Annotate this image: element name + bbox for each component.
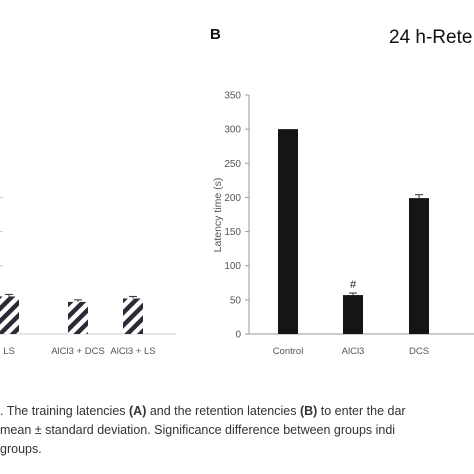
y-tick-label: 100 <box>224 261 241 272</box>
y-axis-label: Latency time (s) <box>212 178 224 253</box>
caption-line-2: mean ± standard deviation. Significance … <box>0 423 396 437</box>
caption-line-3: groups. <box>0 442 42 456</box>
significance-marker: # <box>350 279 357 291</box>
figure-caption: . The training latencies (A) and the ret… <box>0 402 474 459</box>
panel-b-title: 24 h-Rete <box>389 27 472 48</box>
x-tick-label: Control <box>273 346 304 357</box>
panel-a-bar <box>123 298 143 334</box>
panel-a-x-tick-label: LS <box>3 346 15 357</box>
y-tick-label: 150 <box>224 227 241 238</box>
y-tick-label: 0 <box>235 330 241 341</box>
y-tick-label: 200 <box>224 193 241 204</box>
x-tick-label: AlCl3 <box>342 346 365 357</box>
y-tick-label: 350 <box>224 91 241 102</box>
bar <box>343 295 363 334</box>
panel-a-x-tick-label: AlCl3 + DCS <box>51 346 105 357</box>
caption-line-1: . The training latencies (A) and the ret… <box>0 402 474 421</box>
panel-a-bar <box>68 301 88 334</box>
x-tick-label: DCS <box>409 346 429 357</box>
panel-a-bar <box>0 296 19 334</box>
caption-text: . The training latencies <box>0 404 130 418</box>
y-tick-label: 250 <box>224 159 241 170</box>
panel-a-chart: LS AlCl3 + DCS AlCl3 + LS <box>0 196 176 357</box>
panel-b-label: B <box>210 26 221 43</box>
panel-a-x-tick-label: AlCl3 + LS <box>110 346 155 357</box>
panel-b-chart: B 24 h-Rete Latency time (s) 0 50 100 150 20… <box>210 26 474 357</box>
caption-ref-b: (B) <box>299 404 318 418</box>
caption-text: to enter the dar <box>317 404 406 418</box>
bar <box>278 129 298 334</box>
bar <box>409 198 429 334</box>
y-tick-label: 300 <box>224 125 241 136</box>
figure-canvas: LS AlCl3 + DCS AlCl3 + LS B 24 h-Rete Late… <box>0 26 474 357</box>
caption-ref-a: (A) <box>129 404 147 418</box>
caption-text: and the retention latencies <box>146 404 300 418</box>
y-tick-label: 50 <box>230 295 242 306</box>
